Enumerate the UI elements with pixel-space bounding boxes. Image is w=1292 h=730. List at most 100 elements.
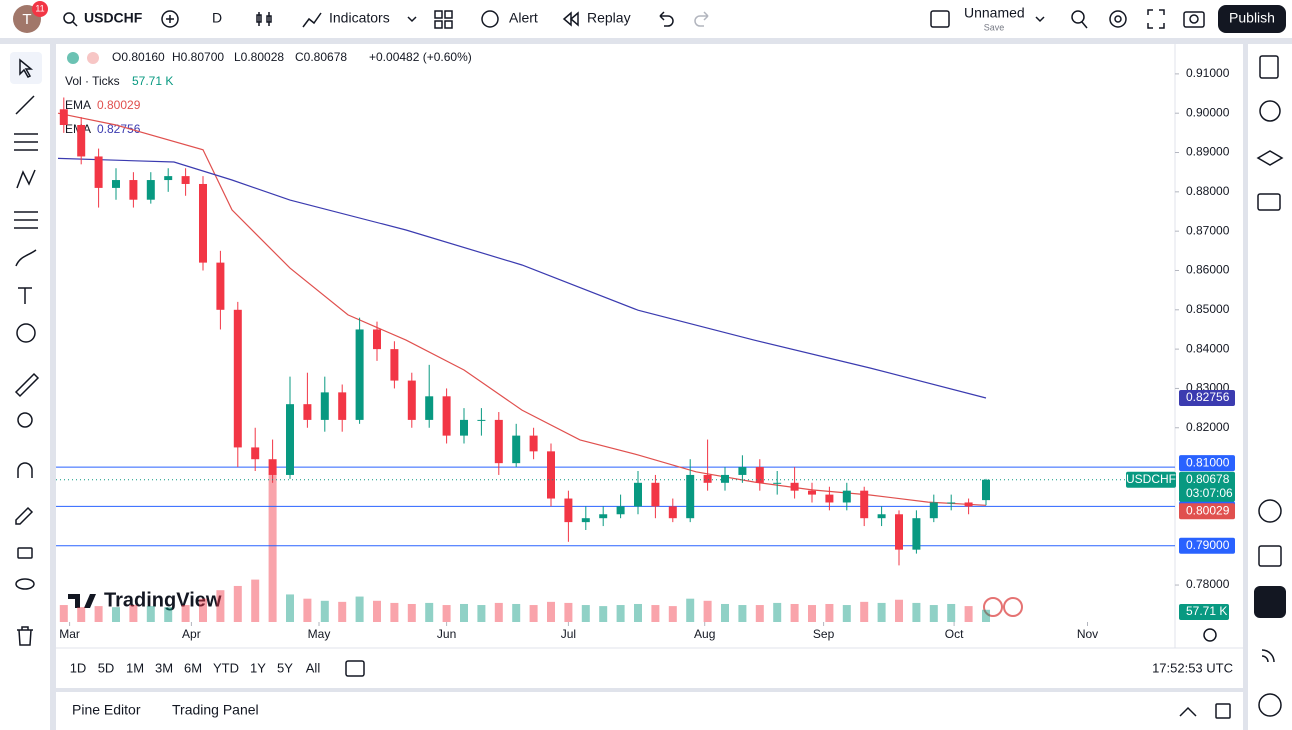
last-price-label: 0.80678 <box>1186 472 1230 486</box>
ohlc-value: C0.80678 <box>295 50 347 64</box>
ema-badge-label: 0.80029 <box>1186 503 1230 517</box>
candle-body <box>825 494 834 503</box>
volume-badge-label: 57.71 K <box>1186 604 1227 618</box>
candle-body <box>407 380 416 420</box>
candle-body <box>860 490 869 519</box>
candle-body <box>564 498 573 523</box>
volume-bar <box>216 590 225 622</box>
range-button[interactable]: YTD <box>213 660 239 675</box>
axis-settings[interactable] <box>1203 628 1217 642</box>
brush-tool[interactable] <box>15 249 37 267</box>
avatar-letter: T <box>22 11 31 28</box>
candle-body <box>895 514 903 550</box>
line-tool[interactable] <box>15 95 35 115</box>
remove-tool[interactable] <box>17 626 33 646</box>
help[interactable] <box>1258 693 1282 717</box>
volume-bar <box>790 603 799 622</box>
news[interactable] <box>1261 649 1275 663</box>
magnet-tool[interactable] <box>17 462 33 478</box>
chevron[interactable] <box>1035 16 1045 23</box>
range-button[interactable]: 1M <box>126 660 144 675</box>
pattern-tool[interactable] <box>16 169 36 189</box>
replay-icon <box>562 11 579 27</box>
maximize-panel[interactable] <box>1215 703 1231 719</box>
x-tick-label: Jun <box>437 627 456 641</box>
add-symbol[interactable] <box>161 10 179 28</box>
fullscreen[interactable] <box>1147 9 1165 29</box>
replay-button[interactable]: Replay <box>587 10 631 26</box>
range-button[interactable]: 5Y <box>277 660 293 675</box>
candle-body <box>808 490 816 495</box>
status-icon <box>67 52 79 64</box>
panel-tab[interactable]: Pine Editor <box>72 702 141 718</box>
volume-bar <box>442 605 451 622</box>
go-to-date[interactable] <box>345 660 365 677</box>
volume-bar <box>634 603 642 622</box>
text-tool[interactable] <box>18 287 32 304</box>
event-flag[interactable] <box>983 597 1003 617</box>
event-flag[interactable] <box>1003 597 1023 617</box>
layout-name[interactable]: Unnamed <box>964 5 1025 21</box>
publish-button[interactable] <box>1218 5 1286 33</box>
fib-tool[interactable] <box>14 133 38 151</box>
symbol[interactable]: USDCHF <box>84 10 143 26</box>
range-button[interactable]: 5D <box>98 660 115 675</box>
candle-body <box>703 474 712 483</box>
indicators-button[interactable]: Indicators <box>329 10 390 26</box>
x-tick-label: Jul <box>561 627 576 641</box>
ohlc-value: +0.00482 (+0.60%) <box>369 50 472 64</box>
undo[interactable] <box>659 11 674 27</box>
cursor-tool[interactable] <box>10 52 42 84</box>
ideas[interactable] <box>1258 499 1282 523</box>
chevron[interactable] <box>407 16 417 23</box>
volume-bar <box>895 599 903 622</box>
alerts-panel[interactable] <box>1259 100 1281 122</box>
range-button[interactable]: 1D <box>70 660 87 675</box>
range-button[interactable]: 3M <box>155 660 173 675</box>
snapshot[interactable] <box>1183 11 1205 28</box>
calendar[interactable] <box>1258 545 1282 567</box>
x-tick-label: Sep <box>813 627 835 641</box>
settings[interactable] <box>1109 10 1127 28</box>
chats[interactable] <box>1257 193 1281 211</box>
zoom-tool[interactable] <box>17 412 33 428</box>
volume-bar <box>564 602 573 622</box>
panel-tab[interactable]: Trading Panel <box>172 702 259 718</box>
range-button[interactable]: All <box>306 660 321 675</box>
collapse-panel[interactable] <box>1179 706 1197 717</box>
volume-bar <box>59 605 68 622</box>
interval[interactable]: D <box>212 10 222 26</box>
clock[interactable]: 17:52:53 UTC <box>1152 660 1233 675</box>
indicator-name: EMA <box>65 98 91 112</box>
visibility-tool[interactable] <box>15 578 35 590</box>
redo[interactable] <box>694 11 709 27</box>
range-button[interactable]: 6M <box>184 660 202 675</box>
range-button[interactable]: 1Y <box>250 660 266 675</box>
ruler-tool[interactable] <box>14 372 40 398</box>
chart-type-icon <box>266 15 272 23</box>
volume-bar <box>512 603 521 622</box>
candle-body <box>738 467 747 475</box>
candle-body <box>547 451 555 499</box>
forecast-tool[interactable] <box>14 211 38 229</box>
volume-bar <box>668 606 677 622</box>
alert-button[interactable]: Alert <box>509 10 538 26</box>
candle-body <box>668 506 677 519</box>
emoji-tool[interactable] <box>16 323 36 343</box>
candle-body <box>373 329 381 350</box>
volume-bar <box>373 600 381 622</box>
watchlist[interactable] <box>1259 55 1279 79</box>
volume-bar <box>320 600 329 622</box>
templates-icon[interactable] <box>434 10 443 19</box>
volume-bar <box>738 605 747 622</box>
lock-tool[interactable] <box>17 547 33 559</box>
quick-search[interactable] <box>1071 10 1085 24</box>
volume-bar <box>494 602 503 622</box>
layout-icon[interactable] <box>930 10 950 28</box>
apps-button[interactable] <box>1254 586 1286 618</box>
draw-mode[interactable] <box>15 506 34 525</box>
data-window[interactable] <box>1256 150 1284 166</box>
save-label[interactable]: Save <box>984 22 1005 32</box>
settings <box>1114 15 1122 23</box>
